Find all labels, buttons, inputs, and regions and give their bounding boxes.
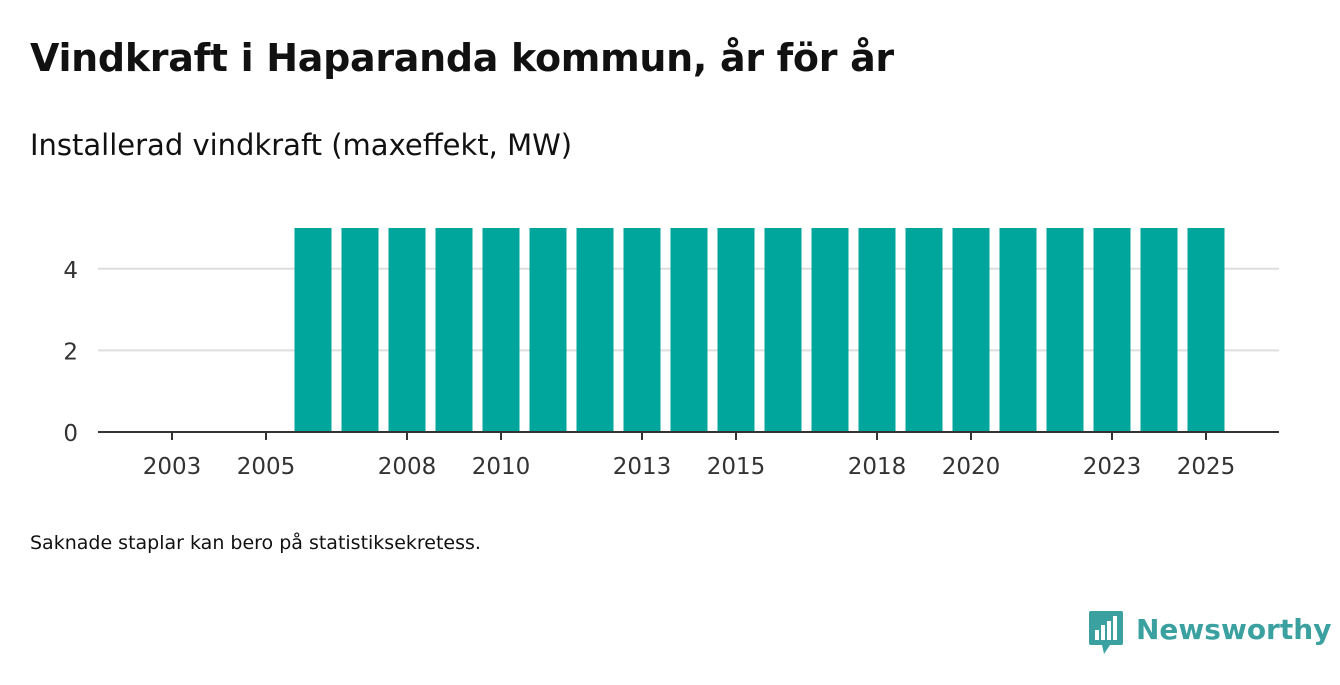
bar-2009 [435, 228, 473, 432]
x-tick-label: 2023 [1083, 454, 1142, 480]
x-tick-label: 2013 [613, 454, 672, 480]
bar-chart-speech-bubble-icon [1089, 611, 1123, 654]
bar-2011 [529, 228, 567, 432]
x-tick-label: 2008 [378, 454, 437, 480]
bar-2014 [670, 228, 708, 432]
axes: 0 2 4 2003 2005 2008 2010 2013 2015 2018 2020 2023 2… [63, 258, 1279, 480]
x-tick-label: 2018 [848, 454, 907, 480]
y-tick-label: 0 [63, 421, 78, 447]
bar-2010 [482, 228, 520, 432]
bar-2016 [764, 228, 802, 432]
x-tick-label: 2005 [237, 454, 296, 480]
bars [294, 228, 1225, 432]
bar-2007 [341, 228, 379, 432]
y-tick-label: 2 [63, 339, 78, 365]
bar-2023 [1093, 228, 1131, 432]
x-tick-label: 2015 [707, 454, 766, 480]
bar-2018 [858, 228, 896, 432]
x-tick-label: 2003 [143, 454, 202, 480]
bar-2022 [1046, 228, 1084, 432]
bar-2019 [905, 228, 943, 432]
bar-2013 [623, 228, 661, 432]
bar-2017 [811, 228, 849, 432]
bar-2020 [952, 228, 990, 432]
y-tick-label: 4 [63, 258, 78, 284]
bar-2012 [576, 228, 614, 432]
bar-2006 [294, 228, 332, 432]
bar-2021 [999, 228, 1037, 432]
chart-subtitle: Installerad vindkraft (maxeffekt, MW) [30, 128, 573, 162]
chart-title: Vindkraft i Haparanda kommun, år för år [30, 36, 894, 80]
bar-2008 [388, 228, 426, 432]
x-tick-label: 2025 [1177, 454, 1236, 480]
brand-logo: Newsworthy [1088, 610, 1331, 656]
bar-2024 [1140, 228, 1178, 432]
bar-2025 [1187, 228, 1225, 432]
brand-name: Newsworthy [1136, 613, 1332, 646]
x-tick-label: 2010 [472, 454, 531, 480]
bar-2015 [717, 228, 755, 432]
footnote: Saknade staplar kan bero på statistiksek… [30, 532, 481, 554]
x-tick-label: 2020 [942, 454, 1001, 480]
